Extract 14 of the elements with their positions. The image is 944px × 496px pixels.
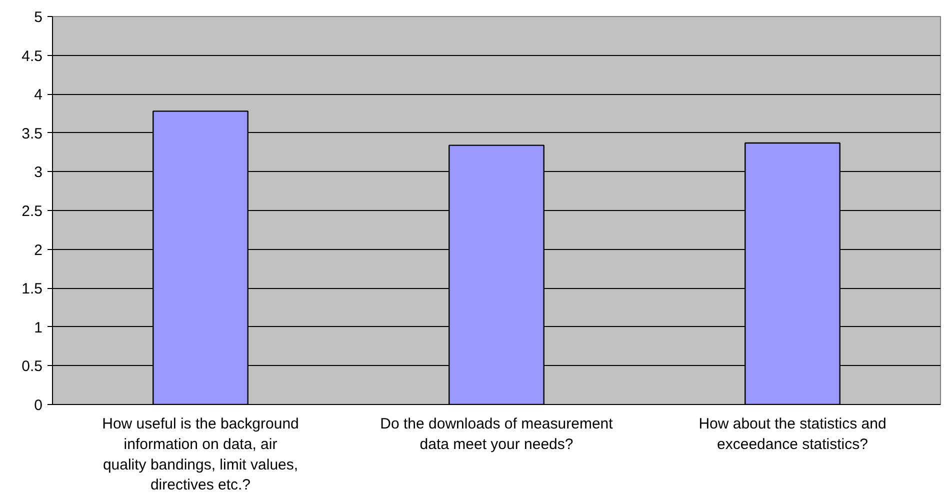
y-tick-label: 2 [34, 242, 42, 259]
y-tick-label: 5 [34, 9, 42, 26]
y-tick-label: 4 [34, 86, 42, 104]
x-tick-label: How about the statistics and exceedance statistics? [698, 416, 886, 453]
y-tick-label: 1 [34, 319, 42, 336]
y-tick-label: 1.5 [22, 280, 43, 298]
y-tick-label: 0 [34, 397, 42, 414]
y-tick-label: 4.5 [22, 48, 43, 65]
x-tick-label: Do the downloads of measurement data meet your needs? [380, 416, 614, 453]
x-tick-label: How useful is the background information on data, air quality bandings, limit values, directives etc.? [102, 416, 299, 494]
y-tick-label: 3.5 [22, 125, 43, 142]
y-tick-label: 3 [34, 164, 42, 182]
y-tick-label: 0.5 [22, 358, 43, 376]
y-tick-label: 2.5 [22, 203, 43, 220]
